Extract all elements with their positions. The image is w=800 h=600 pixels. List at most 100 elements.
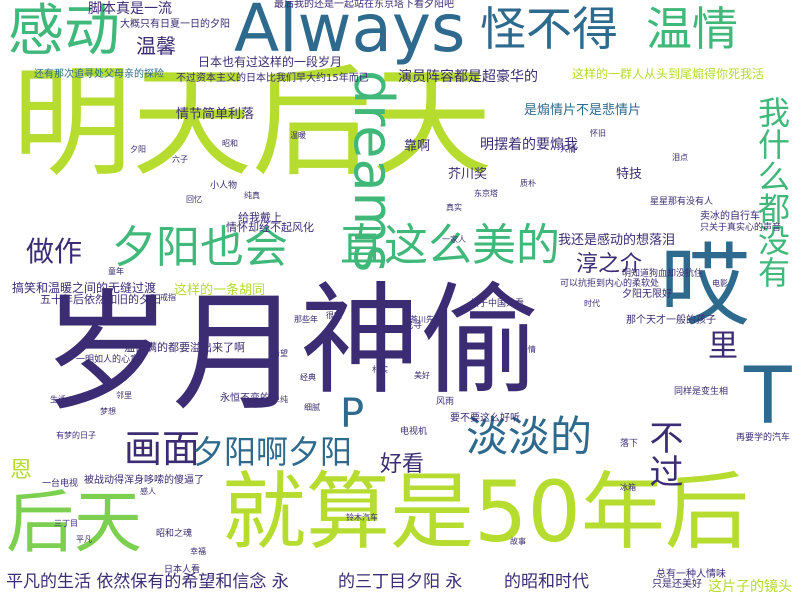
word-mingzhidaowoshuxianjuhuirezhanhuxi: 明知道狗血却没抗住 [622, 269, 704, 279]
word-small19: 梦想 [100, 407, 116, 416]
word-small10: 很暖 [326, 311, 342, 320]
word-mingtianhoutian: 明天后天 [12, 54, 492, 193]
word-yaobuyaozhemehaoting: 要不要这么好听 [450, 413, 520, 424]
word-haokan: 好看 [380, 452, 425, 477]
word-small23: 真实 [446, 203, 462, 212]
word-zheyangdeyitiaohutong: 这样的一条胡同 [174, 283, 266, 298]
word-wushinianhou: 五十年后依然如旧的夕阳 [40, 293, 161, 306]
word-small20: 单纯 [272, 395, 288, 404]
word-wenxin: 温馨 [136, 34, 176, 58]
word-small18: 希望 [272, 349, 288, 358]
word-keyidangzhe: 可以抗拒到内心的柔软处 [560, 279, 660, 289]
word-gandong: 感动 [8, 0, 120, 64]
word-small14: 人情 [560, 145, 576, 154]
word-geiwodaishang: 给我戴上 [238, 211, 282, 224]
word-huamian: 画面 [124, 427, 201, 471]
word-dianshiji: 电视机 [400, 427, 428, 437]
word-kao: 靠啊 [404, 139, 431, 154]
word-shentou: 神偷 [300, 272, 540, 411]
word-shishanqingpian: 是煽情片不是悲情片 [524, 103, 642, 118]
word-small17: 生活 [50, 395, 66, 404]
word-small24: 纯真 [244, 191, 260, 200]
word-small4: 铃木汽车 [346, 513, 378, 522]
word-tongyangshihuanshengde: 同样是变生相 [674, 387, 729, 397]
word-qingxuhuanjiaobuqifengh: 情怀却经不起风化 [226, 221, 314, 234]
word-small37: 朴实 [372, 365, 388, 374]
word-small25: 回忆 [186, 195, 202, 204]
word-xiyangwuxianhao: 夕阳无限好 [622, 289, 672, 300]
word-yitaiyingbian: 一台电视 [42, 479, 79, 489]
word-zongyouyizhongrenqinwei: 总有一种人情味 [656, 569, 726, 580]
word-suiyue: 岁月 [42, 277, 303, 429]
word-zheyangdeyiqunren: 这样的一群人从头到尾煽得你死我活 [572, 67, 765, 81]
word-dezhaoheshidai: 的昭和时代 [504, 572, 589, 592]
word-miaodianxiangzuo: 卖冰的自行车 [700, 211, 760, 222]
word-guanfu: 关于中国人看 [470, 299, 525, 309]
word-zhaobuqi: 找寻 [404, 321, 423, 331]
word-zhepianzidejingtou: 这片子的镜头 [708, 579, 792, 595]
word-beiduoshouqi: 被战动得浑身哆嗦的傻逼了 [84, 475, 204, 486]
word-en: 恩 [10, 458, 33, 483]
word-zuihouwohuanshi: 最后我的还是一起站在东京塔下看夕阳吧 [274, 0, 454, 10]
word-small6: 一家人 [442, 235, 466, 244]
word-small5: 茶川先生 [410, 315, 442, 324]
word-xiaocheng: 昭和之魂 [156, 529, 193, 539]
word-small30: 幸福 [190, 547, 206, 556]
word-T: T [744, 352, 792, 442]
word-riben: 日本也有过这样的一段岁月 [198, 55, 343, 69]
word-jiechuanjiang: 芥川奖 [448, 167, 488, 182]
word-jiusuanshi50nianhou: 就算是50年后 [222, 463, 749, 561]
word-wenqingmanman: 温情满的都要溢出来了啊 [124, 341, 245, 354]
word-mingbaizhedeyaoshanwo: 明摆着的要煽我 [480, 137, 578, 153]
word-luoxia: 落下 [620, 439, 639, 449]
word-small15: 经典 [300, 373, 316, 382]
word-xiyangyehui: 夕阳也会 [112, 222, 288, 273]
word-dreams: dreams [342, 70, 405, 273]
word-small29: 平凡 [76, 535, 92, 544]
word-wohuanshigandongdexiangluolei: 我还是感动的想落泪 [558, 233, 676, 248]
word-qingjiejiandanliluo: 情节简单利落 [176, 107, 255, 122]
word-always: Always [234, 0, 466, 67]
word-zuozuo: 做作 [26, 235, 83, 268]
word-small27: 亲情 [520, 345, 536, 354]
word-teji: 特技 [616, 167, 643, 182]
word-small32: 电影 [712, 279, 728, 288]
word-small2: 那些年 [294, 315, 318, 324]
word-li: 里 [708, 329, 738, 364]
word-small11: 童年 [108, 267, 124, 276]
word-wozenmedouyou: 我什么都没有 [753, 96, 791, 288]
word-small12: 泪点 [672, 153, 688, 162]
word-jiaobenzhenshiyiliu: 脚本真是一流 [88, 1, 172, 17]
word-yanyuanzhenrong: 演员阵容都是超豪华的 [398, 69, 538, 85]
word-fengyu: 风雨 [436, 397, 455, 407]
word-huanyoufujiusi: 还有那次追寻 [34, 69, 94, 80]
word-small3: 六子 [172, 155, 188, 164]
word-small26: 时代 [584, 299, 600, 308]
word-small35: 昭和 [222, 139, 238, 148]
word-buguo: 不过 [643, 420, 683, 488]
word-xiyangaxiyang: 夕阳啊夕阳 [192, 433, 353, 471]
word-small1: 有梦的日子 [56, 431, 96, 440]
word-chuzhiyiqianderwan: 处父母亲的探险 [94, 69, 164, 80]
word-dandande: 淡淡的 [466, 412, 593, 461]
word-wenqing: 温情 [646, 2, 738, 56]
word-riben2: 日本人看 [164, 565, 201, 575]
word-zhiguanshi: 只关于真实心的声音 [700, 223, 782, 233]
word-small21: 美好 [414, 371, 430, 380]
word-houtian: 后天 [6, 484, 143, 563]
word-P: P [340, 391, 365, 437]
word-small9: 戒指 [160, 293, 176, 302]
word-small38: 细腻 [304, 403, 320, 412]
word-small33: 夕阳 [130, 145, 146, 154]
word-yimingruren: 一明如人的心意 [76, 355, 140, 365]
word-small22: 质朴 [520, 179, 536, 188]
word-small16: 邻里 [116, 391, 132, 400]
word-small31: 故事 [510, 537, 526, 546]
word-zaixiexizaishuoqiche: 再要学的汽车 [736, 433, 791, 443]
word-ai: 哎 [660, 234, 750, 339]
word-gaoxiaoyuwenxin: 搞笑和温暖之间的无缝过渡 [12, 281, 157, 295]
word-desanmumuxiyang: 的三丁目夕阳 永 [338, 572, 463, 592]
word-butouziben: 不过资本主义的日本比我们早大约15年而已 [176, 73, 369, 84]
word-dagai: 大概只有日夏一日的夕阳 [120, 19, 230, 30]
